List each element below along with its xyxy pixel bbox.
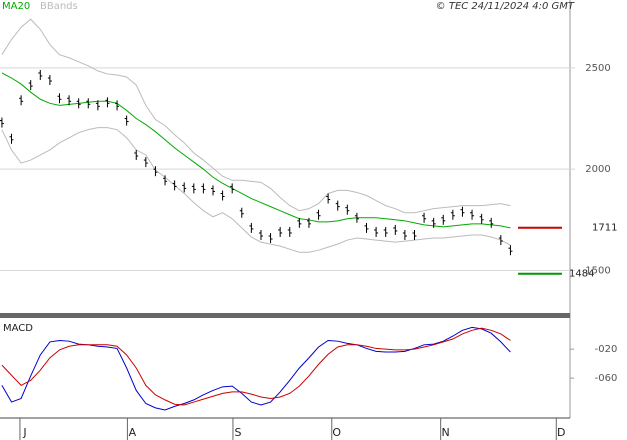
price-bar [211, 185, 215, 196]
price-bar [278, 226, 283, 237]
x-tick-label: S [234, 426, 241, 439]
price-bar [258, 230, 263, 241]
price-bar [9, 133, 14, 144]
price-bar [431, 217, 436, 228]
price-level-label: 1484 [569, 269, 594, 280]
price-bar [19, 95, 24, 106]
price-bar [508, 245, 513, 256]
price-bar [354, 212, 359, 223]
panel-separator [0, 313, 570, 318]
price-bar [450, 209, 455, 220]
price-bar [163, 175, 168, 186]
price-bar [38, 69, 43, 80]
price-bar [182, 182, 187, 193]
price-bar [47, 75, 52, 86]
price-bar [383, 226, 388, 237]
price-bar [95, 100, 100, 111]
macd-title: MACD [3, 323, 33, 334]
x-tick-label: D [557, 426, 565, 439]
price-bar [364, 222, 369, 233]
price-bar [28, 80, 33, 91]
y-tick-label: -060 [595, 373, 618, 384]
price-bar [105, 97, 110, 108]
price-bar [402, 230, 407, 241]
credit: © TEC 24/11/2024 4:0 GMT [436, 1, 575, 12]
x-tick-label: J [22, 426, 26, 439]
price-bar [239, 207, 244, 218]
x-tick-label: O [332, 426, 341, 439]
price-bar [297, 217, 302, 228]
price-bar [316, 209, 321, 220]
price-bar [201, 183, 206, 194]
price-bar [57, 93, 62, 104]
price-bar [86, 98, 91, 109]
price-bar [76, 98, 81, 109]
macd-line [1, 327, 511, 406]
bollinger-band [1, 18, 511, 214]
price-bar [326, 193, 331, 204]
price-bar [230, 183, 235, 194]
price-bar [374, 226, 379, 237]
price-bar [345, 204, 350, 215]
price-bar [153, 166, 158, 177]
price-bar [335, 200, 340, 211]
price-bar [249, 222, 254, 233]
price-bar [422, 212, 427, 223]
price-bar [470, 209, 475, 220]
price-bar [268, 233, 273, 244]
price-bar [393, 224, 398, 235]
price-bar [124, 115, 129, 126]
price-level-label: 1711 [592, 223, 617, 234]
price-bar [220, 190, 225, 201]
bollinger-band [1, 127, 511, 253]
price-bar [67, 95, 72, 106]
price-bar [143, 157, 148, 168]
y-tick-label: 2500 [585, 63, 610, 74]
moving-average [1, 72, 511, 229]
price-bar [115, 100, 120, 111]
x-tick-label: A [129, 426, 137, 439]
price-bar [306, 217, 311, 228]
price-bar [134, 149, 139, 160]
price-bar [287, 226, 292, 237]
legend-bbands: BBands [40, 1, 78, 12]
legend-ma: MA20 [2, 1, 30, 12]
price-bar [0, 117, 4, 128]
price-bar [498, 235, 503, 246]
price-bar [479, 213, 484, 224]
y-tick-label: 1500 [585, 265, 610, 276]
y-tick-label: -020 [595, 344, 618, 355]
price-bar [412, 230, 417, 241]
price-bar [172, 180, 177, 191]
y-tick-label: 2000 [585, 164, 610, 175]
price-bar [489, 217, 494, 228]
price-bar [441, 214, 446, 225]
price-bar [460, 206, 465, 217]
price-bar [191, 183, 196, 194]
x-tick-label: N [442, 426, 450, 439]
